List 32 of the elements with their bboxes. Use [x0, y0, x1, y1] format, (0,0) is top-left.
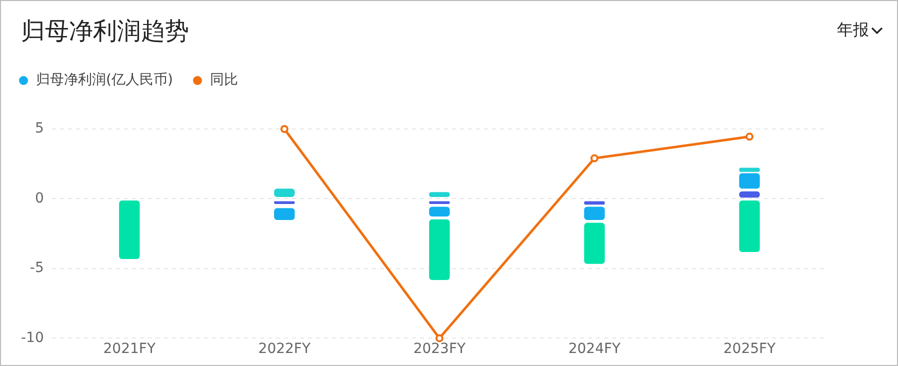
bar — [584, 206, 605, 220]
bar — [119, 200, 140, 260]
y-tick-label: 0 — [34, 190, 44, 206]
point — [280, 125, 288, 133]
x-tick-label: 2025FY — [723, 341, 776, 358]
point — [590, 154, 598, 162]
bar — [274, 201, 295, 204]
bar — [429, 206, 450, 216]
bar — [739, 200, 760, 252]
bar — [584, 222, 605, 264]
x-tick-label: 2022FY — [258, 341, 311, 358]
legend-label: 同比 — [210, 71, 238, 89]
y-tick-label: 5 — [34, 120, 44, 137]
x-tick-label: 2024FY — [568, 341, 622, 358]
x-tick-label: 2021FY — [103, 341, 156, 358]
bar — [739, 168, 760, 172]
bar — [429, 219, 450, 280]
bar — [584, 201, 605, 205]
legend-label: 归母净利润(亿人民币) — [36, 71, 173, 89]
point — [745, 132, 754, 141]
chart-title: 归母净利润趋势 — [21, 16, 189, 47]
y-tick-label: -5 — [30, 260, 44, 276]
bar — [429, 192, 450, 197]
bar — [274, 188, 295, 197]
x-tick-label: 2023FY — [413, 341, 466, 358]
bar — [429, 201, 450, 204]
bar — [739, 173, 760, 189]
y-tick-label: -10 — [20, 330, 44, 346]
text: 年报 — [837, 20, 869, 41]
point — [435, 334, 444, 342]
bar — [274, 208, 295, 220]
bar — [739, 191, 760, 198]
